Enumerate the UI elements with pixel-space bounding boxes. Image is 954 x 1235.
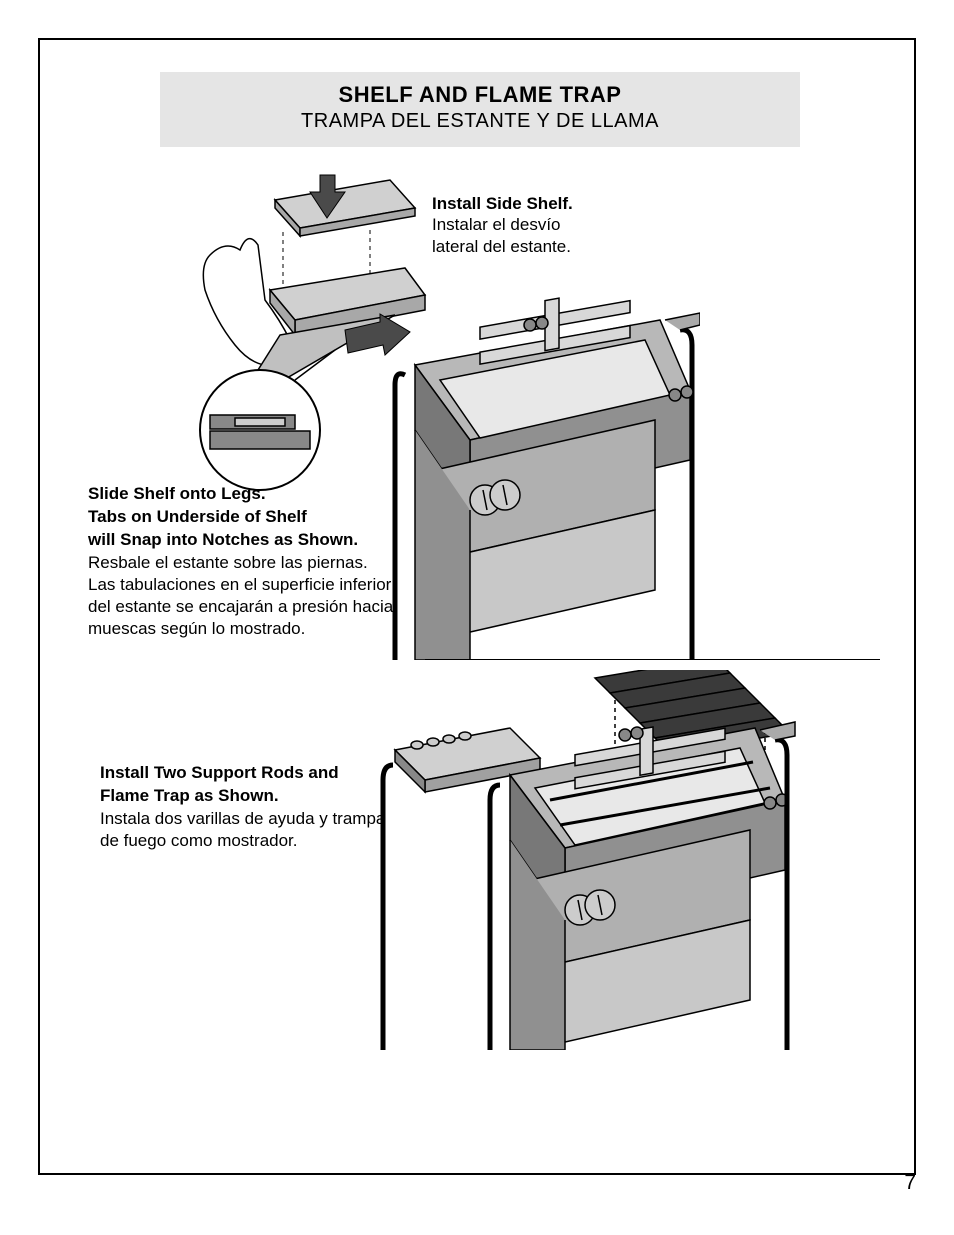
title-english: SHELF AND FLAME TRAP [160, 82, 800, 108]
divider-line [425, 659, 880, 660]
step-install-side-shelf: Install Side Shelf. Instalar el desvío l… [432, 194, 692, 258]
section-title-box: SHELF AND FLAME TRAP TRAMPA DEL ESTANTE … [160, 72, 800, 147]
step2-spanish: Resbale el estante sobre las piernas. La… [88, 552, 398, 640]
step1-english: Install Side Shelf. [432, 194, 692, 214]
step3-spanish: Instala dos varillas de ayuda y trampa d… [100, 808, 390, 852]
step2-english-line2: Tabs on Underside of Shelf [88, 506, 398, 529]
step1-spanish-line2: lateral del estante. [432, 236, 692, 258]
figure-flame-trap-install [375, 670, 895, 1050]
title-spanish: TRAMPA DEL ESTANTE Y DE LLAMA [160, 110, 800, 133]
page-number: 7 [904, 1171, 916, 1195]
step3-english-line2: Flame Trap as Shown. [100, 785, 390, 808]
step3-english-line1: Install Two Support Rods and [100, 762, 390, 785]
step-install-rods: Install Two Support Rods and Flame Trap … [100, 762, 390, 852]
step-slide-shelf: Slide Shelf onto Legs. Tabs on Underside… [88, 483, 398, 640]
step2-english-line1: Slide Shelf onto Legs. [88, 483, 398, 506]
detail-circle [200, 370, 320, 490]
step2-english-line3: will Snap into Notches as Shown. [88, 529, 398, 552]
step1-spanish-line1: Instalar el desvío [432, 214, 692, 236]
